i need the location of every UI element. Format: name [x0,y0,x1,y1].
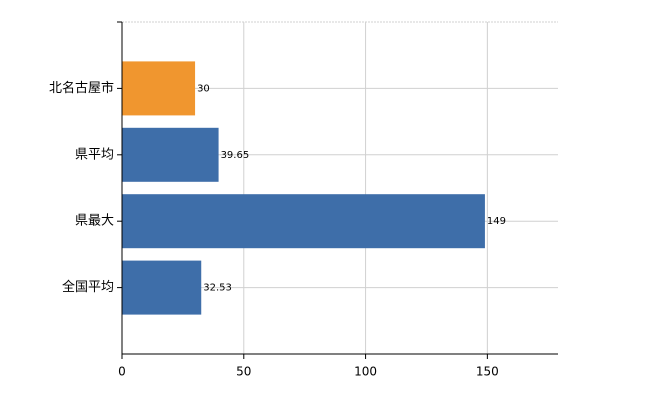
value-label: 39.65 [221,150,250,161]
y-tick-label: 全国平均 [62,279,114,295]
x-tick-label: 150 [476,365,499,379]
y-tick-label: 県最大 [75,214,114,229]
x-tick-label: 100 [354,365,377,379]
bar [122,194,485,249]
bar [122,61,196,116]
y-tick-label: 県平均 [75,147,114,162]
x-tick-label: 0 [118,365,126,379]
value-label: 149 [487,216,506,227]
value-label: 30 [197,83,210,94]
y-tick-label: 北名古屋市 [49,80,114,96]
bar [122,127,219,182]
bar [122,260,202,315]
value-label: 32.53 [203,283,232,294]
x-tick-label: 50 [236,365,251,379]
